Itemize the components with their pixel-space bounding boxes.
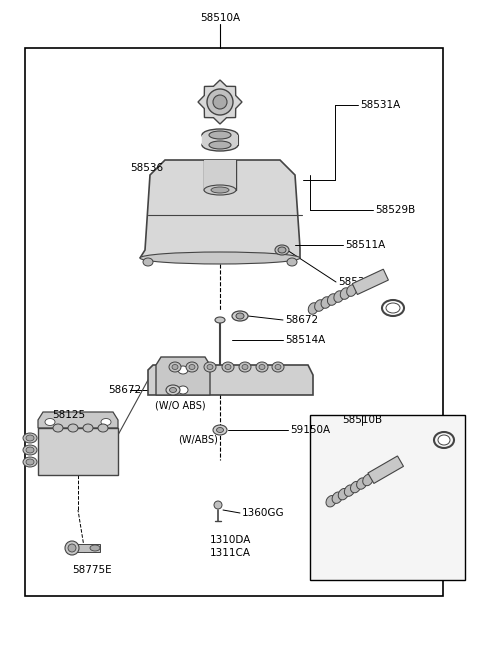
Text: (W/O ABS): (W/O ABS) xyxy=(155,400,205,410)
Text: 58672: 58672 xyxy=(285,315,318,325)
Ellipse shape xyxy=(169,388,177,392)
Text: 58511A: 58511A xyxy=(345,240,385,250)
Text: 58535: 58535 xyxy=(338,277,371,287)
Ellipse shape xyxy=(321,297,331,309)
Ellipse shape xyxy=(344,485,355,496)
Ellipse shape xyxy=(68,424,78,432)
Ellipse shape xyxy=(222,362,234,372)
Ellipse shape xyxy=(259,364,265,369)
Ellipse shape xyxy=(213,425,227,435)
Ellipse shape xyxy=(308,303,318,314)
Ellipse shape xyxy=(23,445,37,455)
Ellipse shape xyxy=(140,252,300,264)
Ellipse shape xyxy=(23,433,37,443)
Text: 58125: 58125 xyxy=(52,410,85,420)
Ellipse shape xyxy=(347,285,357,296)
Ellipse shape xyxy=(340,288,350,299)
Ellipse shape xyxy=(211,187,229,193)
Ellipse shape xyxy=(213,95,227,109)
Bar xyxy=(204,160,236,190)
Ellipse shape xyxy=(26,459,34,465)
Ellipse shape xyxy=(53,424,63,432)
Ellipse shape xyxy=(357,478,367,489)
Ellipse shape xyxy=(23,457,37,467)
Ellipse shape xyxy=(98,424,108,432)
Polygon shape xyxy=(198,80,242,124)
Polygon shape xyxy=(148,365,313,395)
Ellipse shape xyxy=(326,496,336,507)
Ellipse shape xyxy=(83,424,93,432)
Ellipse shape xyxy=(202,139,238,151)
Text: 59150A: 59150A xyxy=(290,425,330,435)
Text: 1360GG: 1360GG xyxy=(242,508,285,518)
Text: 1310DA: 1310DA xyxy=(210,535,252,545)
Ellipse shape xyxy=(172,364,178,369)
Text: 58531A: 58531A xyxy=(360,100,400,110)
Ellipse shape xyxy=(169,362,181,372)
Polygon shape xyxy=(38,412,118,428)
Ellipse shape xyxy=(101,419,111,426)
Ellipse shape xyxy=(315,300,324,311)
Polygon shape xyxy=(140,160,300,258)
Ellipse shape xyxy=(338,489,348,500)
Ellipse shape xyxy=(65,541,79,555)
Ellipse shape xyxy=(256,362,268,372)
Ellipse shape xyxy=(236,313,244,319)
Bar xyxy=(202,135,238,145)
Ellipse shape xyxy=(438,435,450,445)
Bar xyxy=(25,48,443,596)
Text: (W/ABS): (W/ABS) xyxy=(178,435,218,445)
Ellipse shape xyxy=(350,481,360,493)
Ellipse shape xyxy=(232,311,248,321)
Ellipse shape xyxy=(209,131,231,139)
Text: 58510A: 58510A xyxy=(200,13,240,23)
Polygon shape xyxy=(38,428,118,475)
Ellipse shape xyxy=(207,89,233,115)
Polygon shape xyxy=(368,456,404,483)
Ellipse shape xyxy=(186,362,198,372)
Ellipse shape xyxy=(334,291,344,303)
Polygon shape xyxy=(352,269,388,295)
Text: 58536: 58536 xyxy=(130,163,163,173)
Ellipse shape xyxy=(68,544,76,552)
Ellipse shape xyxy=(272,362,284,372)
Ellipse shape xyxy=(178,386,188,394)
Text: 58775E: 58775E xyxy=(72,565,112,575)
Ellipse shape xyxy=(332,492,342,504)
Ellipse shape xyxy=(45,419,55,426)
Text: 58529B: 58529B xyxy=(375,205,415,215)
Text: 1311CA: 1311CA xyxy=(210,548,251,558)
Ellipse shape xyxy=(214,501,222,509)
Text: 58514A: 58514A xyxy=(285,335,325,345)
Ellipse shape xyxy=(209,141,231,149)
Ellipse shape xyxy=(178,366,188,374)
Ellipse shape xyxy=(26,447,34,453)
Ellipse shape xyxy=(215,317,225,323)
Ellipse shape xyxy=(278,247,286,253)
Ellipse shape xyxy=(275,364,281,369)
Ellipse shape xyxy=(202,129,238,141)
Ellipse shape xyxy=(207,364,213,369)
Ellipse shape xyxy=(166,385,180,395)
Ellipse shape xyxy=(189,364,195,369)
Ellipse shape xyxy=(204,185,236,195)
Ellipse shape xyxy=(225,364,231,369)
Text: 58672: 58672 xyxy=(108,385,141,395)
Ellipse shape xyxy=(26,435,34,441)
Bar xyxy=(72,544,100,552)
Ellipse shape xyxy=(239,362,251,372)
Ellipse shape xyxy=(386,303,400,313)
Ellipse shape xyxy=(204,362,216,372)
Ellipse shape xyxy=(275,245,289,255)
Bar xyxy=(310,415,465,580)
Ellipse shape xyxy=(363,474,373,486)
Ellipse shape xyxy=(143,258,153,266)
Ellipse shape xyxy=(90,545,100,551)
Ellipse shape xyxy=(287,258,297,266)
Ellipse shape xyxy=(242,364,248,369)
Text: 58510B: 58510B xyxy=(342,415,382,425)
Ellipse shape xyxy=(216,428,224,432)
Ellipse shape xyxy=(327,293,337,305)
Polygon shape xyxy=(156,357,210,395)
